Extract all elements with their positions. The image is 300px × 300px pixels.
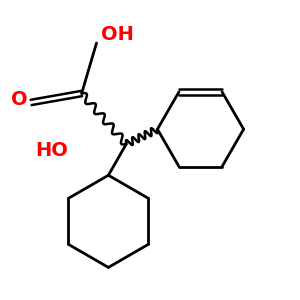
Text: HO: HO bbox=[35, 140, 68, 160]
Text: OH: OH bbox=[101, 25, 134, 44]
Text: O: O bbox=[11, 90, 28, 109]
